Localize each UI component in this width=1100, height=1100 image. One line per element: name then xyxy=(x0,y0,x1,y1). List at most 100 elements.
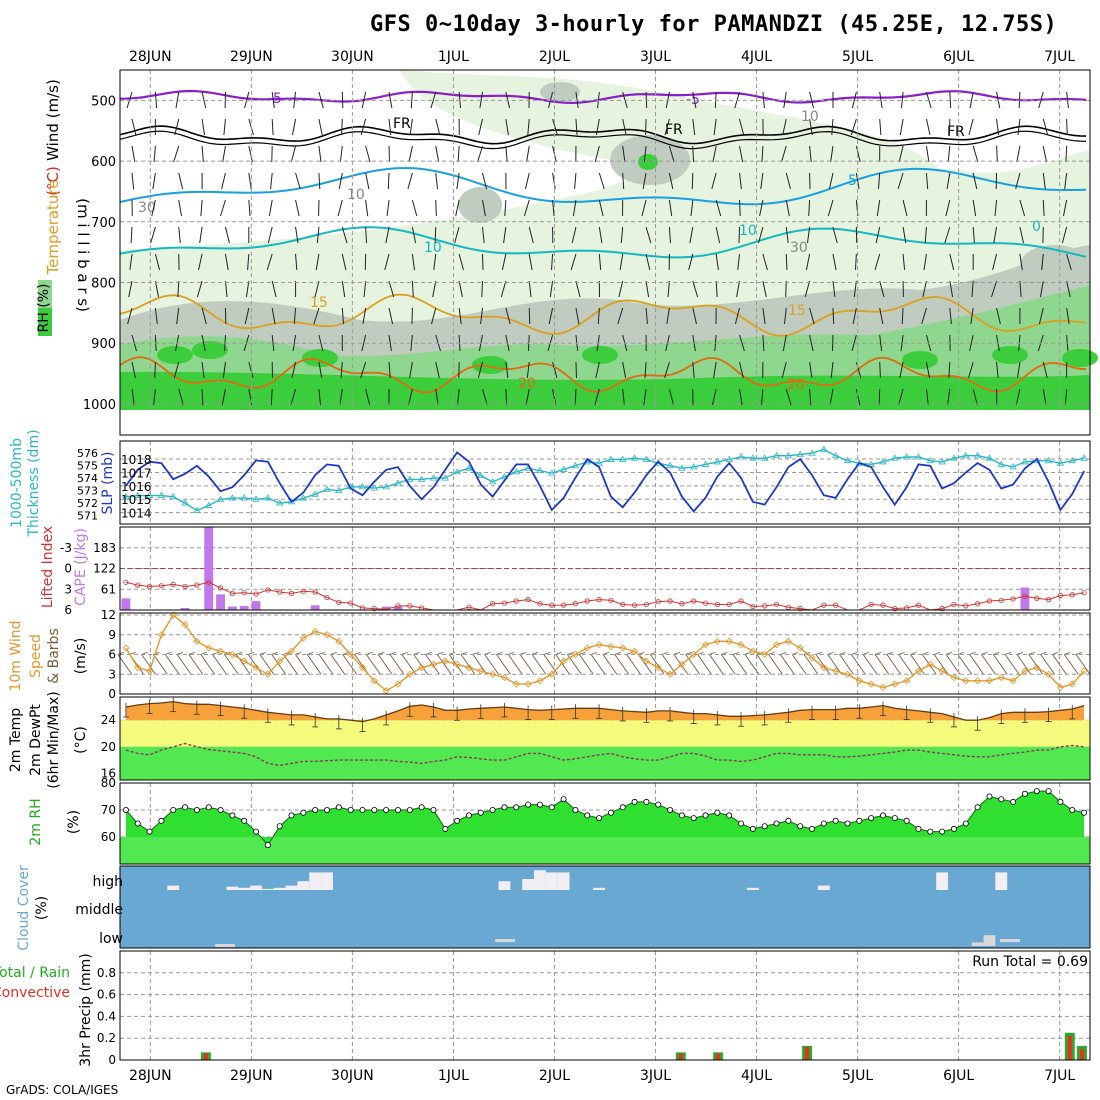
panel-frame-slp xyxy=(119,440,1091,525)
wind-barb xyxy=(360,118,367,136)
thickness-point xyxy=(559,465,568,472)
wind10-point xyxy=(832,667,840,675)
rh2m-point xyxy=(773,820,780,827)
wind-barb xyxy=(622,145,626,163)
wind-barb xyxy=(341,253,347,271)
wind-barb xyxy=(295,226,299,244)
wind-barb xyxy=(410,91,413,109)
wind10-point xyxy=(974,677,982,685)
wind10-point xyxy=(193,637,201,645)
wind-barb xyxy=(131,145,136,163)
contour-label: FR xyxy=(393,116,411,132)
wind-barb xyxy=(480,307,483,325)
li-point xyxy=(277,589,283,595)
wind10-barb xyxy=(981,654,996,675)
wind-barb xyxy=(293,91,297,109)
pressure-tick: 1000 xyxy=(83,398,116,413)
pressure-tick: 900 xyxy=(91,337,116,352)
wind10-point xyxy=(1056,683,1064,691)
wind-barb xyxy=(454,226,460,244)
wind10-point xyxy=(583,644,591,652)
cloud-high-bar xyxy=(817,885,830,890)
wind-barb xyxy=(1015,388,1021,406)
wind10-point xyxy=(997,673,1005,682)
wind-barb xyxy=(271,280,277,298)
wind-barb xyxy=(552,388,557,406)
wind-barb xyxy=(365,388,371,406)
wind-barb xyxy=(949,280,954,298)
wind-barb xyxy=(715,199,722,217)
wind-barb xyxy=(154,253,161,271)
thickness-point xyxy=(808,449,816,456)
cape-bar xyxy=(204,527,214,610)
wind-barb xyxy=(1063,199,1068,217)
rh2m-point xyxy=(394,807,401,814)
wind-barb xyxy=(291,361,297,379)
rh2m-point xyxy=(607,809,614,816)
wind10-point xyxy=(761,650,769,659)
wind-barb xyxy=(435,145,440,163)
wind10-point xyxy=(441,657,449,665)
li-point xyxy=(797,606,803,612)
wind10-barb xyxy=(460,654,476,675)
wind-barb xyxy=(996,145,998,163)
rh2m-point xyxy=(572,807,579,814)
wind-barb xyxy=(598,253,602,271)
wind-barb xyxy=(922,280,927,298)
panel-frame-upper xyxy=(119,69,1091,436)
ylabel-slp: SLP (mb) xyxy=(100,451,116,514)
wind-barb xyxy=(969,91,974,109)
wind-barb xyxy=(711,172,717,190)
wind-barb xyxy=(572,199,577,217)
precip-tick: 0.4 xyxy=(97,1009,116,1023)
rh2m-point xyxy=(820,820,827,827)
wind-barb xyxy=(411,253,415,271)
wind-barb xyxy=(221,388,226,406)
wind10-barb-flag xyxy=(732,651,740,655)
wind-barb xyxy=(365,226,367,244)
wind10-point xyxy=(701,641,710,649)
wind-barb xyxy=(898,145,904,163)
wind10-barb-flag xyxy=(874,651,882,655)
wind10-barb xyxy=(756,654,772,675)
rh2m-point xyxy=(418,804,425,811)
wind-barb xyxy=(407,172,413,190)
wind-barb xyxy=(458,307,462,325)
wind10-barb xyxy=(933,654,949,675)
wind-barb xyxy=(271,118,274,136)
wind10-barb xyxy=(578,654,594,675)
wind-barb xyxy=(552,361,558,379)
wind10-barb xyxy=(413,654,429,675)
thickness-tick: 574 xyxy=(77,472,98,485)
li-point xyxy=(206,579,212,585)
wind-barb xyxy=(692,361,695,379)
wind-barb xyxy=(318,91,324,109)
wind-barb xyxy=(503,226,507,244)
contour-label: FR xyxy=(665,122,683,138)
wind-barb xyxy=(641,199,647,217)
wind-barb xyxy=(528,280,532,298)
wind-barb xyxy=(996,361,999,379)
wind10-barb xyxy=(862,654,878,675)
wind-barb xyxy=(713,118,717,136)
day-label-top: 2JUL xyxy=(539,49,570,65)
wind10-point xyxy=(134,664,142,672)
precip-convective-bar xyxy=(678,1053,683,1060)
wind-barb xyxy=(314,280,320,298)
wind-barb xyxy=(523,199,530,217)
wind-barb xyxy=(878,388,881,406)
wind10-point xyxy=(146,667,154,675)
wind10-point xyxy=(985,677,994,685)
rh2m-point xyxy=(903,817,910,824)
wind-barb xyxy=(339,388,343,406)
thickness-point xyxy=(985,454,994,461)
wind-barb xyxy=(270,172,273,190)
wind-barb xyxy=(505,307,511,325)
li-point xyxy=(501,600,508,606)
wind10-point xyxy=(1009,677,1017,685)
wind-barb xyxy=(899,361,904,379)
wind10-point xyxy=(489,670,497,678)
wind-barb xyxy=(692,118,696,136)
li-point xyxy=(300,588,306,594)
thickness-point xyxy=(181,499,189,506)
